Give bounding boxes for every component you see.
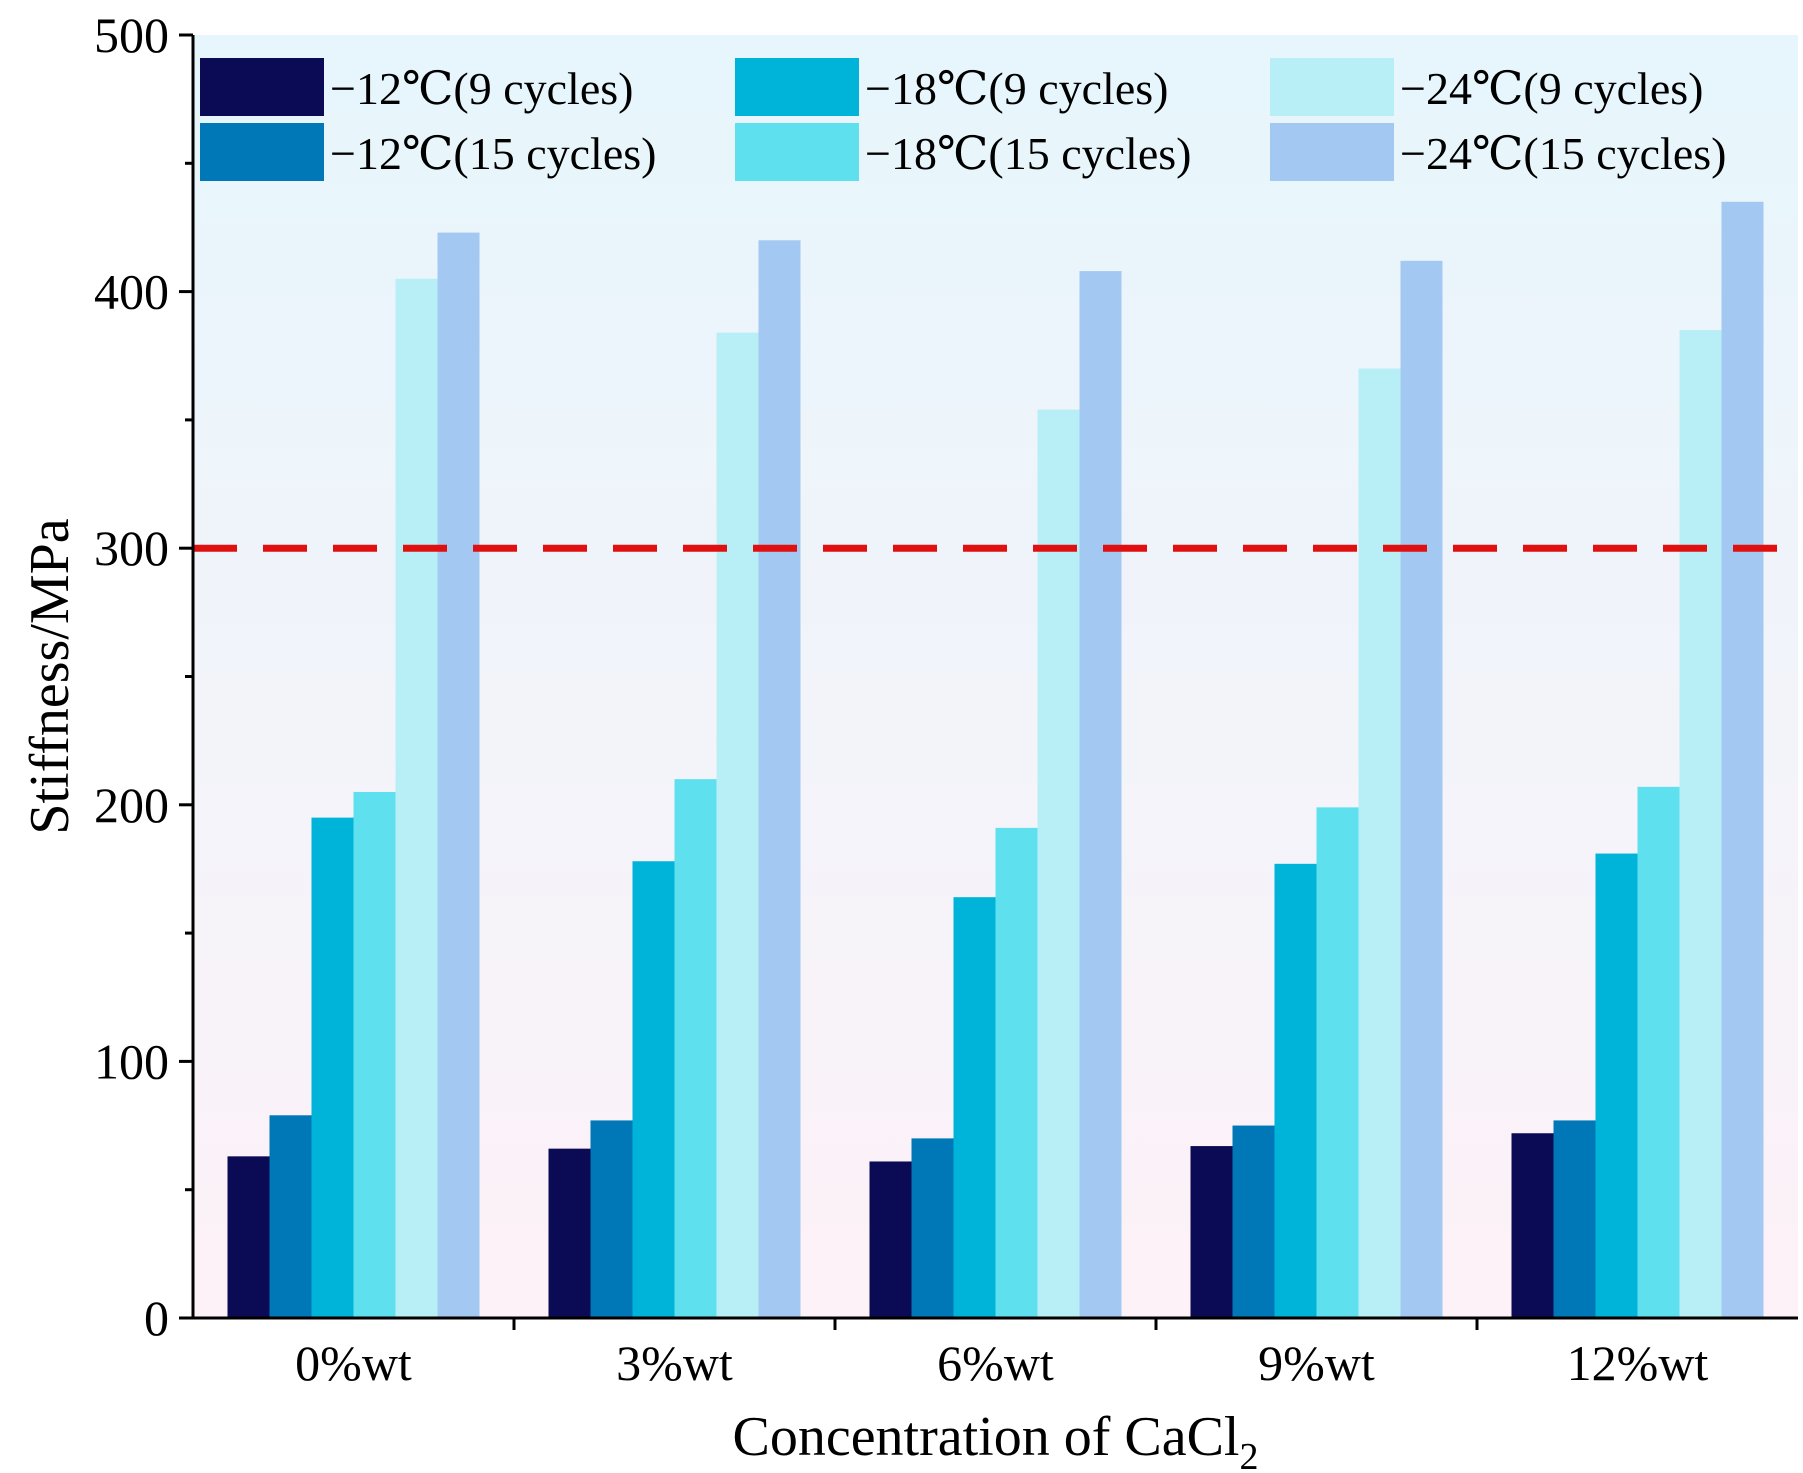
x-category-label: 3%wt <box>616 1335 733 1391</box>
y-tick-label: 100 <box>94 1033 169 1089</box>
x-category-label: 0%wt <box>295 1335 412 1391</box>
x-axis-title-subscript: 2 <box>1240 1436 1259 1473</box>
bar-6pctwt-series-5 <box>1079 271 1122 1318</box>
y-tick-labels: 0 100 200 300 400 500 <box>94 7 169 1346</box>
bar-0pctwt-series-1 <box>269 1115 312 1318</box>
legend-swatch <box>1270 58 1394 116</box>
bar-9pctwt-series-2 <box>1274 863 1317 1318</box>
bar-3pctwt-series-3 <box>674 779 717 1318</box>
bar-12pctwt-series-3 <box>1637 786 1680 1318</box>
legend-swatch <box>735 123 859 181</box>
x-axis-title: Concentration of CaCl2 <box>732 1406 1258 1473</box>
x-axis-title-main: Concentration of CaCl <box>732 1406 1239 1468</box>
y-axis-title: Stiffness/MPa <box>19 518 81 834</box>
legend-swatch <box>200 58 324 116</box>
bar-3pctwt-series-5 <box>758 240 801 1318</box>
bars-layer <box>227 201 1764 1319</box>
x-category-label: 12%wt <box>1567 1335 1709 1391</box>
y-tick-label: 400 <box>94 264 169 320</box>
bar-12pctwt-series-1 <box>1553 1120 1596 1318</box>
bar-12pctwt-series-5 <box>1721 201 1764 1318</box>
axes-layer <box>179 33 1798 1330</box>
bar-0pctwt-series-4 <box>395 278 438 1318</box>
bar-3pctwt-series-1 <box>590 1120 633 1318</box>
bar-9pctwt-series-0 <box>1190 1146 1233 1318</box>
legend-swatch <box>735 58 859 116</box>
bar-9pctwt-series-1 <box>1232 1125 1275 1318</box>
bar-6pctwt-series-3 <box>995 827 1038 1318</box>
bar-0pctwt-series-5 <box>437 232 480 1318</box>
bar-0pctwt-series-2 <box>311 817 354 1318</box>
bar-6pctwt-series-4 <box>1037 409 1080 1318</box>
bar-6pctwt-series-1 <box>911 1138 954 1318</box>
bar-12pctwt-series-0 <box>1511 1133 1554 1318</box>
legend: −12℃(9 cycles) −18℃(9 cycles) −24℃(9 cycle… <box>200 58 1726 181</box>
bar-6pctwt-series-0 <box>869 1161 912 1318</box>
y-tick-label: 500 <box>94 7 169 63</box>
bar-12pctwt-series-4 <box>1679 330 1722 1319</box>
bar-12pctwt-series-2 <box>1595 853 1638 1318</box>
x-category-label: 9%wt <box>1258 1335 1375 1391</box>
bar-6pctwt-series-2 <box>953 897 996 1318</box>
legend-label: −24℃(9 cycles) <box>1400 63 1703 114</box>
legend-label: −24℃(15 cycles) <box>1400 128 1726 179</box>
legend-label: −12℃(15 cycles) <box>330 128 656 179</box>
y-tick-label: 300 <box>94 520 169 576</box>
y-tick-label: 0 <box>144 1290 169 1346</box>
bar-9pctwt-series-5 <box>1400 260 1443 1319</box>
legend-label: −12℃(9 cycles) <box>330 63 633 114</box>
legend-swatch <box>200 123 324 181</box>
bar-3pctwt-series-0 <box>548 1148 591 1318</box>
y-tick-label: 200 <box>94 777 169 833</box>
bar-3pctwt-series-4 <box>716 332 759 1318</box>
legend-swatch <box>1270 123 1394 181</box>
bar-9pctwt-series-3 <box>1316 807 1359 1318</box>
bar-3pctwt-series-2 <box>632 861 675 1318</box>
legend-label: −18℃(15 cycles) <box>865 128 1191 179</box>
x-category-label: 6%wt <box>937 1335 1054 1391</box>
bar-9pctwt-series-4 <box>1358 368 1401 1319</box>
bar-0pctwt-series-3 <box>353 791 396 1318</box>
bar-0pctwt-series-0 <box>227 1156 270 1318</box>
legend-label: −18℃(9 cycles) <box>865 63 1168 114</box>
x-category-labels: 0%wt 3%wt 6%wt 9%wt 12%wt <box>295 1335 1708 1391</box>
